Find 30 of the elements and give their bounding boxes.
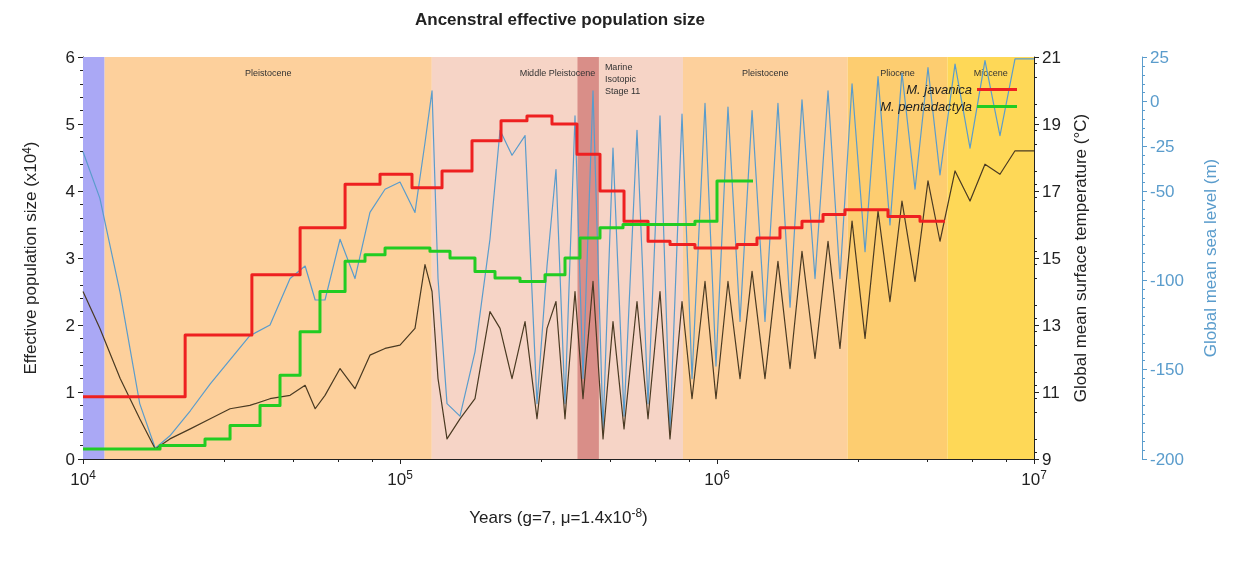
y2-tick-label: 17 (1042, 181, 1061, 201)
band-label: Middle Pleistocene (519, 68, 596, 78)
y3-tick-label: -200 (1150, 449, 1185, 469)
y2-axis-title: Global mean surface temperature (°C) (1071, 113, 1090, 403)
y-tick-label: 0 (65, 449, 75, 469)
band-label: Pleistocene (741, 68, 789, 78)
y3-tick-label: 0 (1150, 92, 1160, 112)
y3-axis-title: Global mean sea level (m) (1201, 158, 1220, 358)
y3-tick-label: -150 (1150, 360, 1185, 380)
y-tick-label: 5 (65, 114, 75, 134)
band-label: Pliocene (880, 68, 915, 78)
y-tick-label: 4 (65, 181, 75, 201)
y-tick-label: 1 (65, 382, 75, 402)
y2-tick-label: 15 (1042, 248, 1061, 268)
y-tick-label: 2 (65, 315, 75, 335)
y2-tick-label: 9 (1042, 449, 1052, 469)
y2-tick-label: 19 (1042, 114, 1061, 134)
chart-title: Ancenstral effective population size (415, 10, 706, 29)
band-label: Marine Isotopic Stage 11 (604, 62, 641, 96)
y3-tick-label: -50 (1150, 181, 1175, 201)
y3-tick-label: -100 (1150, 270, 1185, 290)
y3-tick-label: -25 (1150, 136, 1175, 156)
y2-tick-label: 13 (1042, 315, 1061, 335)
y2-tick-label: 21 (1042, 47, 1061, 67)
legend-label: M. javanica (906, 82, 972, 97)
y-tick-label: 6 (65, 47, 75, 67)
y3-tick-label: 25 (1150, 47, 1169, 67)
band-label: Pleistocene (244, 68, 292, 78)
y2-tick-label: 11 (1042, 382, 1060, 402)
y-tick-label: 3 (65, 248, 75, 268)
